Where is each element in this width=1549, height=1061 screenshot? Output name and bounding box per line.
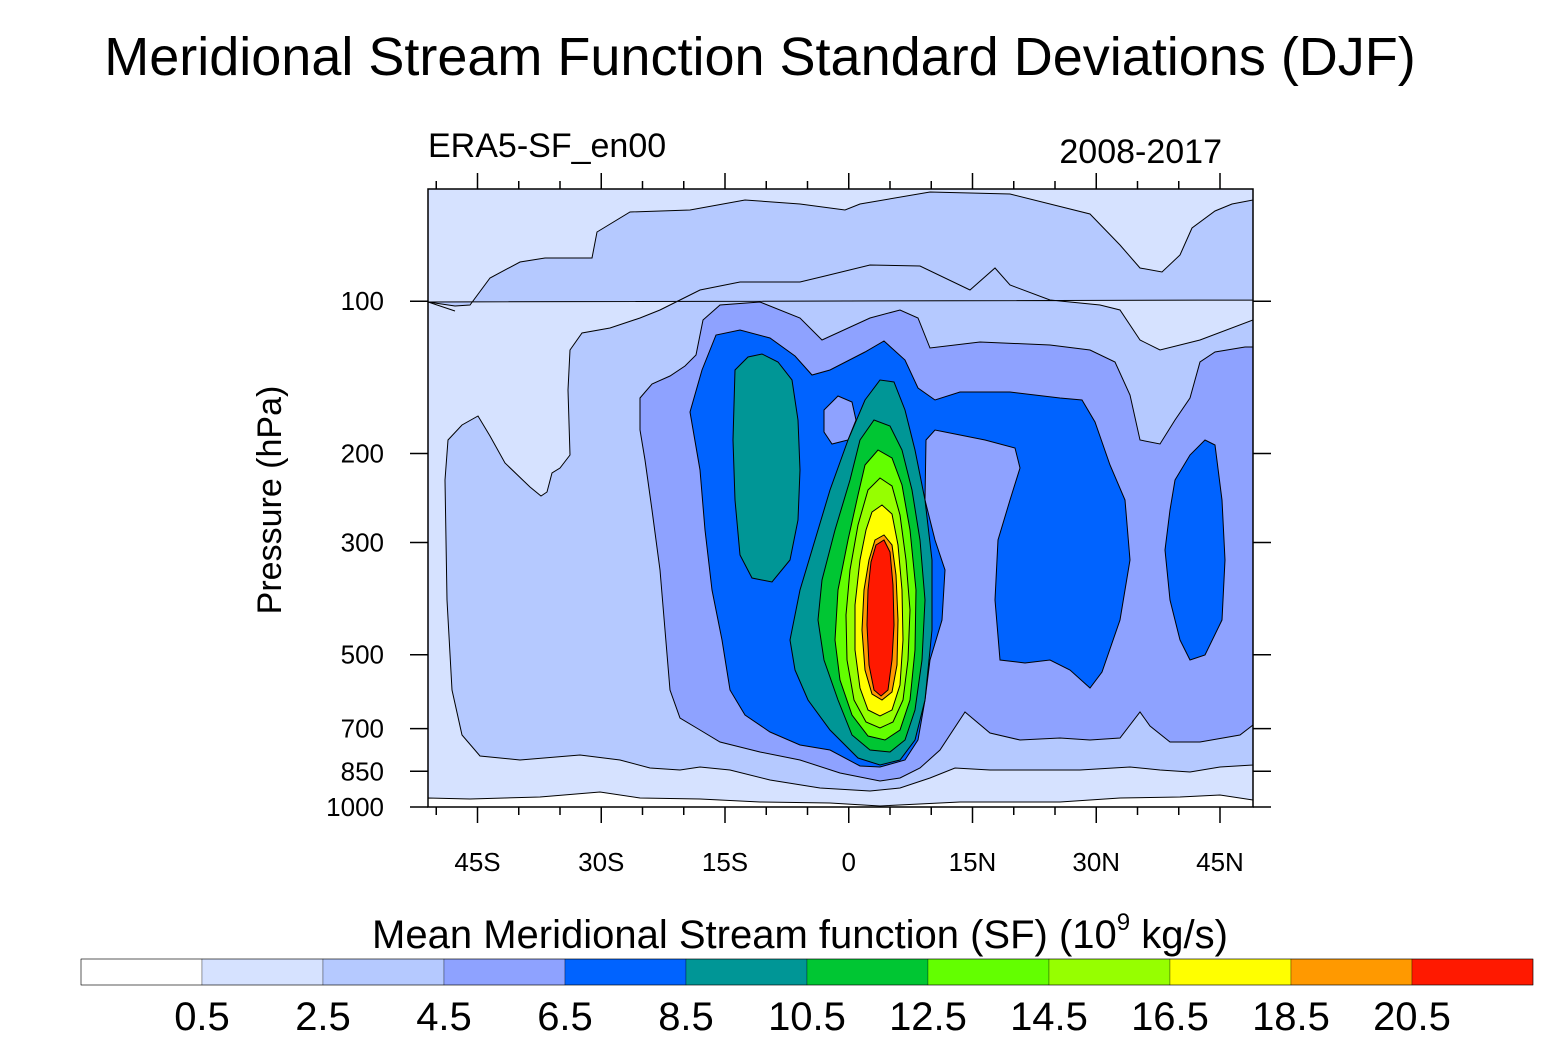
colorbar-box: [1048, 958, 1171, 986]
left-subtitle: ERA5-SF_en00: [428, 127, 666, 165]
colorbar-level-label: 18.5: [1252, 995, 1330, 1039]
y-tick-label: 300: [341, 528, 384, 558]
contour-below-0.5: [428, 791, 1253, 807]
colorbar-label-main: Mean Meridional Stream function (SF) (10: [372, 913, 1117, 957]
colorbar-label: Mean Meridional Stream function (SF) (10…: [372, 909, 1228, 957]
y-tick-label: 200: [341, 438, 384, 468]
x-tick-label: 45S: [454, 847, 500, 877]
colorbar-level-label: 4.5: [416, 995, 472, 1039]
colorbar-box: [927, 958, 1050, 986]
x-tick-label: 15S: [702, 847, 748, 877]
colorbar-level-label: 16.5: [1131, 995, 1209, 1039]
colorbar-frame: [80, 958, 1534, 986]
y-tick-label: 850: [341, 756, 384, 786]
y-tick-label: 100: [341, 286, 384, 316]
colorbar-label-unit: kg/s): [1130, 913, 1228, 957]
plot-frame: [427, 188, 1254, 808]
colorbar-box: [806, 958, 929, 986]
colorbar-box: [685, 958, 808, 986]
x-tick-label: 30S: [578, 847, 624, 877]
colorbar-level-label: 8.5: [658, 995, 714, 1039]
y-axis-ticks: 100 200 300 500 700 850 1000: [326, 286, 1271, 822]
colorbar-box: [201, 958, 324, 986]
contour-top-outer: [428, 301, 456, 312]
colorbar-box: [443, 958, 566, 986]
colorbar-level-label: 0.5: [174, 995, 230, 1039]
chart-title: Meridional Stream Function Standard Devi…: [104, 27, 1416, 87]
colorbar-level-label: 2.5: [295, 995, 351, 1039]
colorbar: 0.5 2.5 4.5 6.5 8.5 10.5 12.5 14.5 16.5 18.5 20.5: [80, 958, 1534, 1039]
x-tick-label: 30N: [1072, 847, 1120, 877]
x-axis-ticks: 45S 30S 15S 0 15N 30N 45N: [435, 173, 1244, 877]
colorbar-box: [322, 958, 445, 986]
colorbar-level-label: 12.5: [889, 995, 967, 1039]
x-tick-label: 15N: [949, 847, 997, 877]
y-axis-label: Pressure (hPa): [251, 386, 289, 615]
x-tick-label: 0: [842, 847, 856, 877]
y-tick-label: 500: [341, 640, 384, 670]
contour-6.5-north: [1164, 439, 1226, 661]
contour-field: [428, 191, 1253, 807]
colorbar-level-label: 6.5: [537, 995, 593, 1039]
colorbar-label-exponent: 9: [1117, 909, 1130, 936]
colorbar-box: [1411, 958, 1534, 986]
colorbar-level-label: 10.5: [768, 995, 846, 1039]
colorbar-box: [1290, 958, 1413, 986]
contour-8.5-south: [732, 353, 801, 583]
colorbar-level-label: 20.5: [1373, 995, 1451, 1039]
colorbar-box: [80, 958, 203, 986]
contour-20.5-core: [866, 539, 895, 697]
colorbar-box: [1169, 958, 1292, 986]
colorbar-box: [564, 958, 687, 986]
right-subtitle: 2008-2017: [1059, 133, 1222, 171]
x-tick-label: 45N: [1196, 847, 1244, 877]
colorbar-level-label: 14.5: [1010, 995, 1088, 1039]
y-tick-label: 700: [341, 714, 384, 744]
y-tick-label: 1000: [326, 792, 384, 822]
